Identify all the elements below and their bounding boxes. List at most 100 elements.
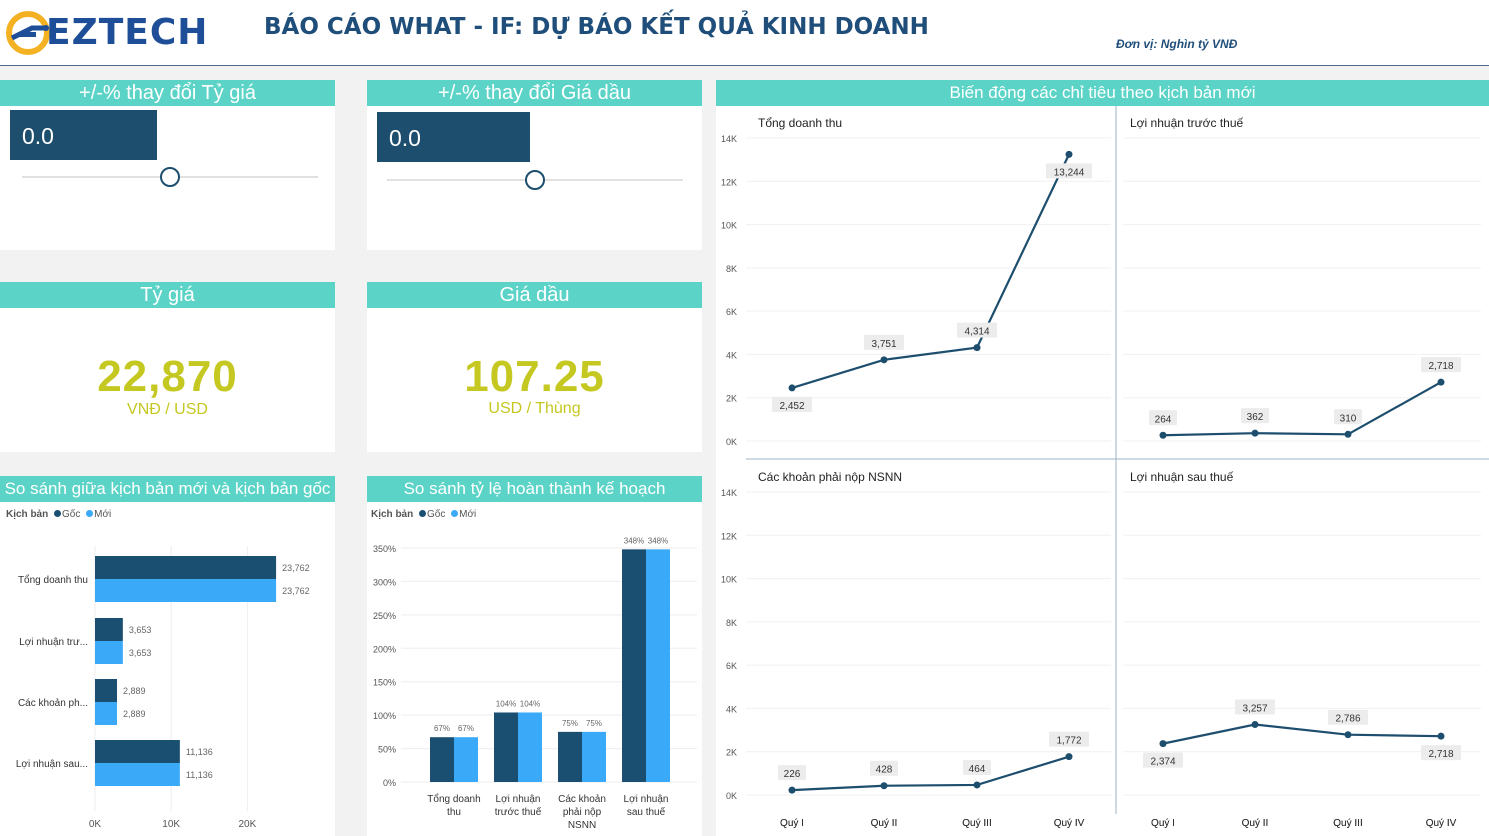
bar-moi	[95, 579, 277, 602]
fx-slicer-value[interactable]: 0.0	[10, 110, 157, 160]
data-point	[1344, 731, 1352, 739]
legend-goc-label[interactable]: Gốc	[427, 509, 446, 520]
compare-bar-chart: 0K 10K 20K Tổng doanh thu 23,762 23,762 Lợi nh…	[16, 546, 310, 830]
scenario-compare-panel: So sánh giữa kịch bản mới và kịch bản gố…	[0, 476, 335, 836]
completion-panel: So sánh tỷ lệ hoàn thành kế hoạch Kịch b…	[367, 476, 702, 836]
y-tick-label: 12K	[721, 177, 737, 187]
data-label: 2,889	[123, 709, 146, 719]
data-label: 348%	[648, 536, 668, 545]
bar-goc	[558, 731, 582, 782]
fx-kpi-unit: VNĐ / USD	[127, 401, 208, 418]
data-label: 348%	[624, 536, 644, 545]
category-label: Lợi nhuận	[496, 794, 541, 805]
series-line	[791, 153, 1070, 389]
x-tick-label: 10K	[162, 819, 180, 830]
page-title: BÁO CÁO WHAT - IF: DỰ BÁO KẾT QUẢ KINH D…	[264, 14, 929, 40]
data-label: 23,762	[282, 563, 310, 573]
category-label: Lợi nhuận	[624, 794, 669, 805]
data-label: 310	[1340, 413, 1357, 424]
data-label-bg	[1334, 409, 1362, 425]
category-label: Lợi nhuận trư...	[19, 637, 88, 648]
data-label: 3,653	[129, 625, 152, 635]
bar-moi	[646, 549, 670, 782]
y-tick-label: 10K	[721, 575, 737, 585]
data-label-bg	[1421, 745, 1461, 761]
data-label-bg	[1235, 699, 1275, 715]
y-tick-label: 100%	[373, 711, 396, 721]
fx-kpi-card: Tỷ giá 22,870 VNĐ / USD	[0, 282, 335, 452]
data-label-bg	[1241, 408, 1269, 424]
x-tick-label: Quý II	[871, 818, 898, 829]
y-tick-label: 300%	[373, 577, 396, 587]
series-line	[791, 755, 1070, 792]
bar-moi	[95, 641, 123, 664]
x-tick-label: Quý I	[1151, 818, 1175, 829]
legend-label: Kịch bản	[371, 509, 414, 520]
data-label-bg	[772, 396, 812, 412]
x-tick-label: Quý I	[780, 818, 804, 829]
data-point	[973, 344, 981, 352]
data-label-bg	[963, 759, 991, 775]
fx-kpi-value: 22,870	[97, 352, 238, 401]
fx-slider-handle[interactable]	[160, 167, 180, 187]
bar-goc	[95, 740, 180, 763]
y-tick-label: 250%	[373, 611, 396, 621]
trend-title: Biến động các chỉ tiêu theo kịch bản mới	[716, 80, 1489, 106]
data-label: 67%	[434, 724, 450, 733]
small-multiple-title: Lợi nhuận trước thuế	[1130, 116, 1243, 130]
category-label: sau thuế	[627, 806, 666, 818]
category-label: NSNN	[568, 820, 596, 831]
series-line	[1162, 381, 1442, 437]
completion-legend: Kịch bản Gốc Mới	[371, 509, 476, 520]
category-label: phải nộp	[563, 807, 602, 818]
y-tick-label: 2K	[726, 394, 737, 404]
bar-goc	[95, 679, 118, 702]
legend-moi-label[interactable]: Mới	[459, 509, 477, 520]
y-tick-label: 12K	[721, 531, 737, 541]
x-tick-label: Quý II	[1242, 818, 1269, 829]
data-label-bg	[957, 322, 997, 338]
data-label: 3,257	[1242, 704, 1267, 715]
y-tick-label: 6K	[726, 661, 737, 671]
small-multiple-title: Lợi nhuận sau thuế	[1130, 470, 1234, 484]
x-tick-label: 20K	[239, 819, 257, 830]
y-tick-label: 350%	[373, 544, 396, 554]
x-tick-label: Quý III	[962, 818, 991, 829]
oil-change-slicer: +/-% thay đổi Giá dầu 0.0	[367, 80, 702, 250]
data-label-bg	[1328, 709, 1368, 725]
bar-moi	[95, 702, 118, 725]
data-point	[1344, 430, 1352, 438]
data-label: 75%	[586, 719, 602, 728]
series-line	[1162, 723, 1442, 745]
category-label: Tổng doanh thu	[18, 574, 88, 586]
fx-change-slicer: +/-% thay đổi Tỷ giá 0.0	[0, 80, 335, 250]
oil-slicer-value[interactable]: 0.0	[377, 112, 530, 162]
x-tick-label: Quý III	[962, 818, 991, 829]
data-label-bg	[1046, 163, 1092, 179]
data-point	[1437, 378, 1445, 386]
bar-moi	[582, 731, 606, 782]
data-point	[1065, 150, 1073, 158]
bar-moi	[518, 712, 542, 782]
data-point	[1437, 732, 1445, 740]
legend-moi-label[interactable]: Mới	[94, 509, 112, 520]
bar-moi	[95, 763, 180, 786]
data-label: 104%	[496, 699, 516, 708]
data-label: 2,452	[779, 401, 804, 412]
oil-kpi-title: Giá dầu	[367, 282, 702, 308]
y-tick-label: 150%	[373, 678, 396, 688]
data-label: 4,314	[964, 327, 989, 338]
data-label: 2,889	[123, 686, 146, 696]
oil-slicer-title: +/-% thay đổi Giá dầu	[367, 80, 702, 106]
data-label: 11,136	[186, 770, 213, 780]
data-label: 464	[969, 764, 986, 775]
data-point	[880, 356, 888, 364]
legend-moi-dot	[451, 510, 459, 517]
y-tick-label: 14K	[721, 134, 737, 144]
report-header: EZTECH BÁO CÁO WHAT - IF: DỰ BÁO KẾT QUẢ…	[0, 0, 1489, 66]
data-label: 23,762	[282, 586, 310, 596]
legend-goc-label[interactable]: Gốc	[62, 509, 81, 520]
oil-slider-handle[interactable]	[525, 170, 545, 190]
data-point	[1065, 753, 1073, 761]
data-label: 13,244	[1054, 167, 1085, 178]
